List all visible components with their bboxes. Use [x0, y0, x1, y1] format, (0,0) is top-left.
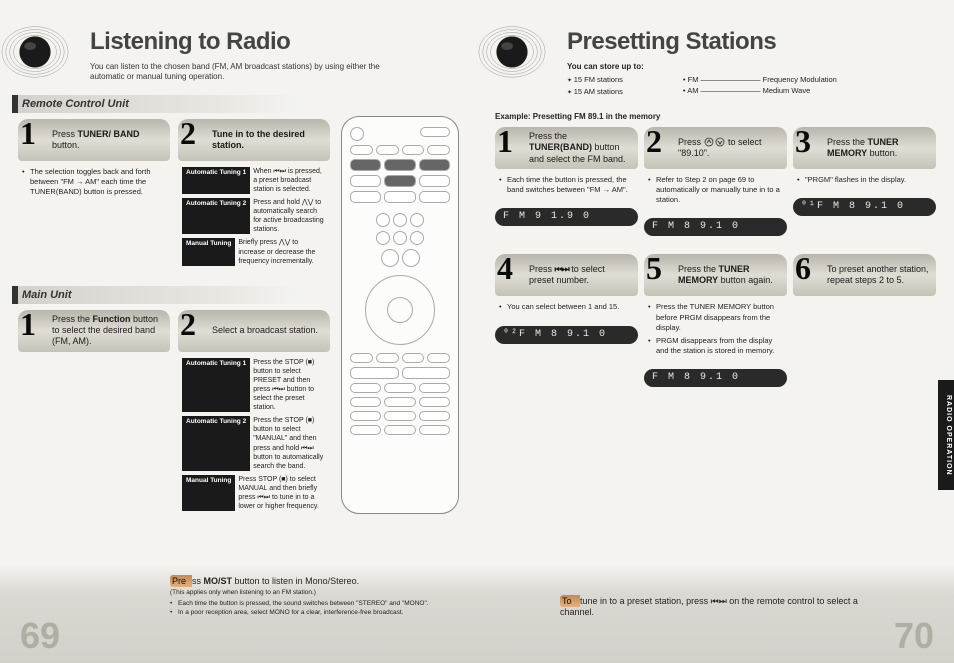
page-number-left: 69 [20, 615, 60, 657]
section-remote-label: Remote Control Unit [18, 95, 298, 113]
step-num: 5 [646, 252, 662, 284]
right-page: Presetting Stations You can store up to:… [477, 0, 954, 663]
page-title-right: Presetting Stations [567, 28, 936, 56]
step-num: 1 [497, 125, 513, 157]
lcd-display: F M 8 9.1 0 [644, 218, 787, 236]
step-num: 2 [180, 117, 196, 149]
page-subtitle-left: You can listen to the chosen band (FM, A… [90, 62, 390, 83]
storage-info: You can store up to: 15 FM stations 15 A… [567, 62, 936, 98]
preset-step-3: 3 Press the TUNER MEMORY button. "PRGM" … [793, 127, 936, 236]
up-down-icon [704, 137, 726, 147]
tuning-tag: Automatic Tuning 2 [182, 416, 250, 471]
section-main-label: Main Unit [18, 286, 298, 304]
step-num: 2 [180, 308, 196, 340]
main-step-1: 1 Press the Function button to select th… [18, 310, 170, 520]
preset-step-2: 2 Press to select "89.10". Refer to Step… [644, 127, 787, 236]
section-remote: Remote Control Unit [18, 95, 330, 113]
tuning-tag: Automatic Tuning 1 [182, 167, 250, 194]
lcd-display: F M 8 9.1 0 [644, 369, 787, 387]
store-title: You can store up to: [567, 62, 936, 71]
remote-illustration [341, 116, 459, 514]
preset-step-1: 1 Press the TUNER(BAND) button and selec… [495, 127, 638, 236]
side-tab: RADIO OPERATION [938, 380, 954, 490]
footer-note-left: Press MO/ST button to listen in Mono/Ste… [170, 576, 460, 617]
footer-note-right: To tune in to a preset station, press ⏮⏭… [560, 596, 880, 617]
speaker-icon [473, 18, 551, 82]
tuning-tag: Manual Tuning [182, 238, 235, 265]
remote-step-2: 2 Tune in to the desired station. Automa… [178, 119, 330, 274]
step-num: 2 [646, 125, 662, 157]
lcd-display: ⁰²F M 8 9.1 0 [495, 326, 638, 344]
tuning-tag: Manual Tuning [182, 475, 235, 511]
section-main-unit: Main Unit [18, 286, 330, 304]
step-num: 1 [20, 117, 36, 149]
example-label: Example: Presetting FM 89.1 in the memor… [495, 112, 936, 121]
left-page: Listening to Radio You can listen to the… [0, 0, 477, 663]
tuning-tag: Automatic Tuning 1 [182, 358, 250, 413]
step-num: 3 [795, 125, 811, 157]
step-body: The selection toggles back and forth bet… [22, 167, 166, 197]
lcd-display: ⁰¹F M 8 9.1 0 [793, 198, 936, 216]
step-num: 6 [795, 252, 811, 284]
preset-step-4: 4 Press ⏮⏭ to select preset number. You … [495, 254, 638, 387]
remote-step-1: 1 Press TUNER/ BAND button. The selectio… [18, 119, 170, 274]
page-title-left: Listening to Radio [90, 28, 459, 56]
skip-icon: ⏮⏭ [555, 264, 569, 274]
speaker-icon [0, 18, 74, 82]
lcd-display: F M 9 1.9 0 [495, 208, 638, 226]
step-num: 1 [20, 308, 36, 340]
tuning-tag: Automatic Tuning 2 [182, 198, 250, 234]
step-num: 4 [497, 252, 513, 284]
preset-step-5: 5 Press the TUNER MEMORY button again. P… [644, 254, 787, 387]
main-step-2: 2 Select a broadcast station. Automatic … [178, 310, 330, 520]
preset-step-6: 6 To preset another station, repeat step… [793, 254, 936, 387]
page-number-right: 70 [894, 615, 934, 657]
